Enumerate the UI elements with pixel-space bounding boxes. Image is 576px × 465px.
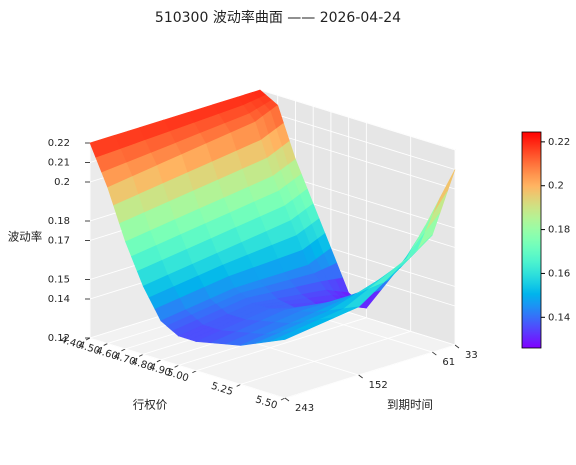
z-tick-label: 0.2 [54, 177, 70, 188]
tick-mark [174, 364, 179, 368]
y-axis-label: 到期时间 [387, 398, 433, 412]
colorbar-rect [521, 131, 542, 349]
colorbar-tick-label: 0.2 [548, 181, 564, 192]
tick-mark [192, 370, 197, 374]
colorbar-tick-label: 0.14 [548, 312, 570, 323]
x-tick-label: 5.50 [254, 394, 279, 411]
colorbar-tick-label: 0.18 [548, 225, 570, 236]
grid-line [259, 109, 456, 170]
grid-line [240, 330, 411, 385]
tick-mark [432, 351, 437, 356]
z-tick-label: 0.18 [48, 216, 70, 227]
z-tick-label: 0.14 [48, 294, 70, 305]
y-tick-label: 61 [442, 357, 455, 368]
tick-mark [236, 383, 241, 387]
colorbar: 0.14 0.16 0.18 0.2 0.22 [521, 131, 570, 349]
tick-mark [454, 344, 460, 349]
surface-patch [270, 328, 310, 342]
tick-mark [103, 343, 108, 346]
y-tick-label: 33 [465, 350, 478, 361]
tick-mark [284, 397, 290, 402]
z-tick-label: 0.17 [48, 236, 70, 247]
chart-title: 510300 波动率曲面 —— 2026-04-24 [155, 9, 401, 26]
x-tick-label: 5.25 [210, 381, 235, 398]
z-tick-label: 0.15 [48, 275, 70, 286]
z-axis-label: 波动率 [8, 230, 43, 244]
z-tick-label: 0.22 [48, 138, 70, 149]
x-tick-label: 5.00 [165, 367, 190, 384]
grid-line [259, 89, 456, 151]
y-tick-label: 243 [295, 403, 314, 414]
x-axis-label: 行权价 [133, 398, 168, 412]
y-tick-label: 152 [369, 380, 388, 391]
z-tick-label: 0.12 [48, 333, 70, 344]
z-tick-label: 0.21 [48, 158, 70, 169]
grid-line [284, 344, 456, 399]
grid-line [89, 337, 286, 399]
grid-line [259, 128, 456, 190]
tick-mark [121, 348, 126, 352]
surface [89, 89, 456, 346]
tick-mark [280, 397, 286, 401]
colorbar-tick-label: 0.16 [548, 268, 570, 279]
tick-mark [358, 374, 363, 379]
tick-mark [138, 353, 144, 357]
colorbar-tick-label: 0.22 [548, 137, 570, 148]
grid-line [196, 317, 367, 372]
tick-mark [156, 359, 162, 363]
